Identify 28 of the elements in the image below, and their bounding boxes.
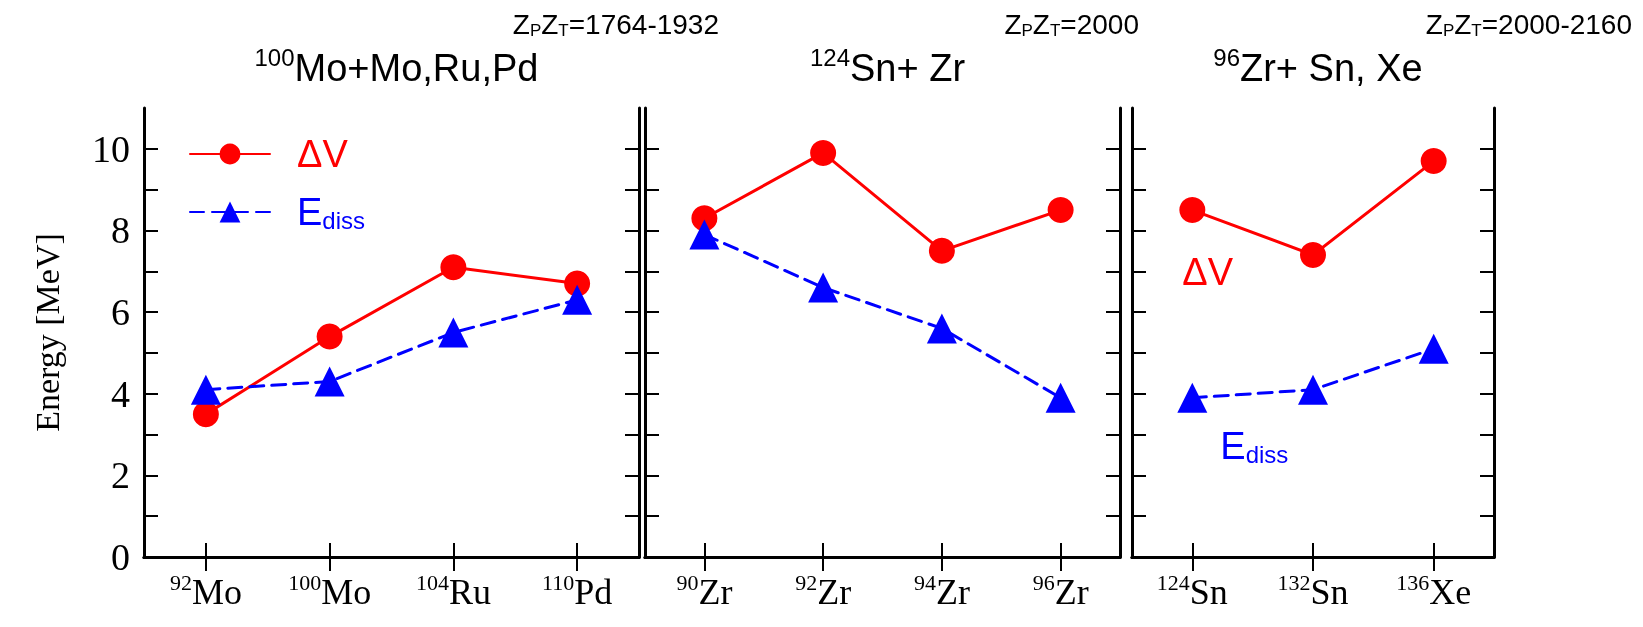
point bbox=[1418, 333, 1449, 364]
point bbox=[190, 374, 221, 405]
point bbox=[1045, 382, 1076, 413]
y-tick-label: 2 bbox=[111, 454, 130, 497]
point bbox=[316, 323, 343, 350]
legend-label: ΔV bbox=[297, 133, 349, 175]
annotation: ΔV bbox=[1182, 251, 1234, 294]
point bbox=[438, 317, 469, 348]
y-axis-title: Energy [MeV] bbox=[28, 233, 66, 432]
point bbox=[689, 219, 720, 250]
point bbox=[1047, 197, 1074, 224]
point bbox=[1177, 382, 1208, 413]
y-tick-label: 0 bbox=[111, 536, 130, 578]
y-tick-label: 6 bbox=[111, 291, 130, 334]
y-tick-label: 4 bbox=[111, 372, 130, 415]
y-tick-label: 10 bbox=[92, 127, 130, 170]
point bbox=[314, 366, 345, 397]
point bbox=[440, 254, 467, 281]
point bbox=[1300, 241, 1326, 268]
point bbox=[1179, 197, 1206, 224]
point bbox=[810, 139, 837, 166]
point bbox=[928, 237, 955, 264]
point bbox=[562, 284, 593, 315]
point bbox=[1420, 148, 1447, 175]
point bbox=[1298, 374, 1328, 405]
y-tick-label: 8 bbox=[111, 209, 130, 252]
point bbox=[808, 272, 839, 303]
point bbox=[926, 313, 957, 344]
